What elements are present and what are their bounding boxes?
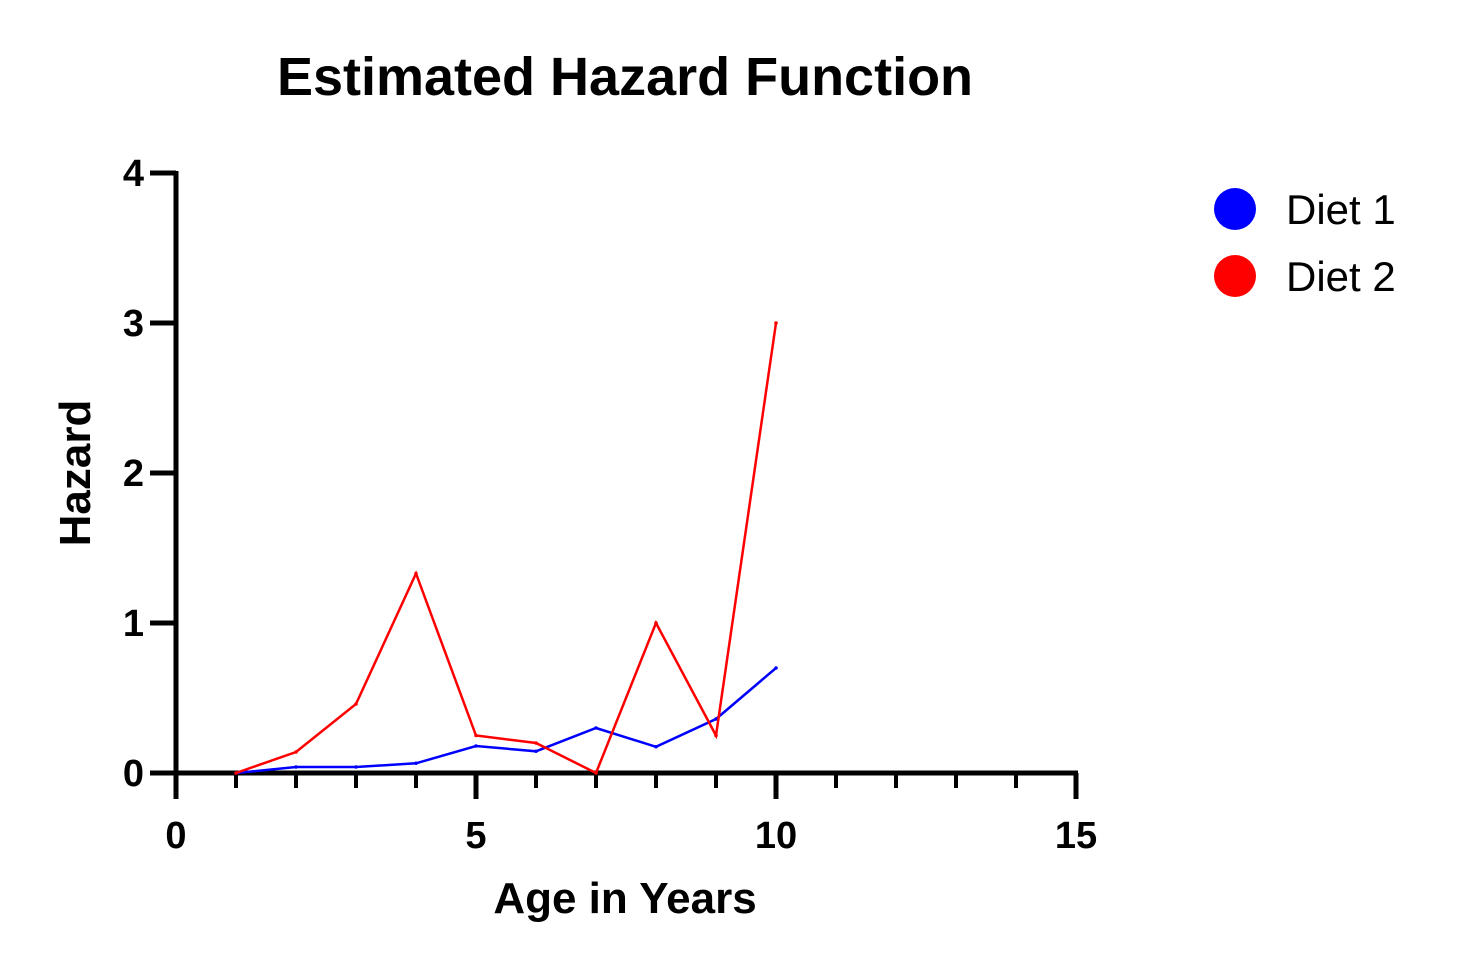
diet-2-point bbox=[534, 741, 538, 745]
y-tick-label: 2 bbox=[123, 453, 144, 495]
x-axis-label: Age in Years bbox=[493, 874, 756, 923]
diet-2-point bbox=[714, 733, 718, 738]
diet-2-legend-marker bbox=[1214, 255, 1256, 297]
y-tick-label: 3 bbox=[123, 303, 144, 345]
y-axis-label: Hazard bbox=[51, 400, 100, 547]
y-tick-label: 4 bbox=[123, 153, 144, 195]
diet-1-point bbox=[654, 744, 658, 749]
diet-2-point bbox=[234, 771, 238, 775]
diet-1-point bbox=[714, 717, 718, 721]
diet-2-point bbox=[474, 733, 478, 738]
diet-2-point bbox=[654, 621, 658, 625]
diet-1-point bbox=[474, 744, 478, 748]
diet-1-point bbox=[774, 666, 778, 670]
x-tick-label: 15 bbox=[1055, 815, 1097, 857]
x-tick-label: 10 bbox=[755, 815, 797, 857]
diet-1-point bbox=[594, 726, 598, 730]
diet-2-point bbox=[594, 771, 598, 775]
diet-1-legend-label: Diet 1 bbox=[1286, 186, 1396, 233]
y-tick-label: 0 bbox=[123, 753, 144, 795]
diet-1-legend-marker bbox=[1214, 188, 1256, 230]
diet-1-point bbox=[414, 761, 418, 766]
axes: 0 1 2 3 4 0 5 10 15 bbox=[123, 153, 1097, 857]
data-series bbox=[234, 321, 778, 775]
diet-2-line bbox=[235, 322, 778, 775]
diet-1-point bbox=[294, 765, 298, 769]
diet-2-point bbox=[294, 750, 298, 754]
diet-2-point bbox=[774, 321, 778, 325]
diet-1-line bbox=[235, 667, 777, 775]
x-tick-label: 0 bbox=[165, 815, 186, 857]
diet-1-point bbox=[534, 749, 538, 754]
chart-title: Estimated Hazard Function bbox=[277, 47, 973, 107]
legend: Diet 1 Diet 2 bbox=[1214, 186, 1396, 300]
diet-1-point bbox=[354, 765, 358, 769]
diet-2-point bbox=[354, 702, 358, 706]
diet-2-legend-label: Diet 2 bbox=[1286, 253, 1396, 300]
diet-2-point bbox=[414, 571, 418, 576]
x-tick-label: 5 bbox=[465, 815, 486, 857]
y-tick-label: 1 bbox=[123, 603, 144, 645]
